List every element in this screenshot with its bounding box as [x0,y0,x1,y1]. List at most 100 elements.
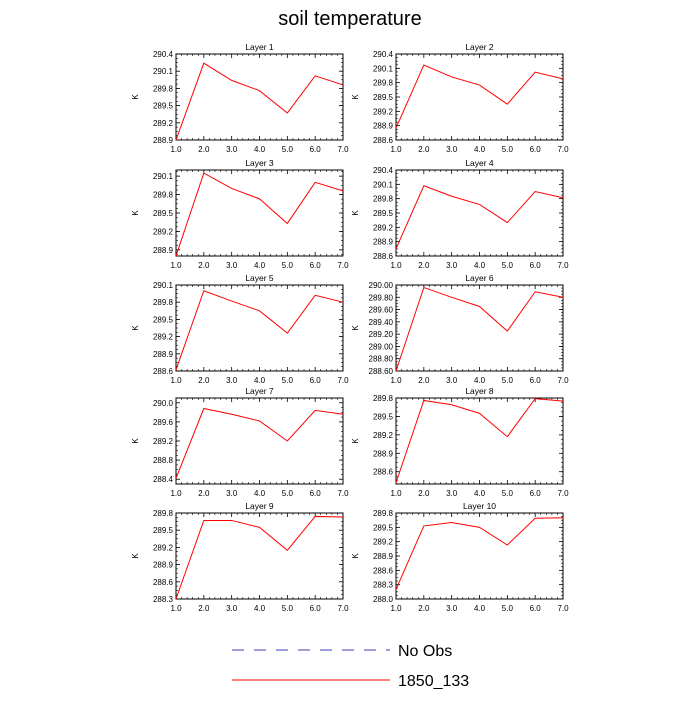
chart-panel-layer-4: Layer 4 1.0 2.0 3.0 4.0 5.0 6.0 7.0 288.6 288.9 28… [351,158,569,270]
plot-frame [175,512,344,600]
x-tick-label: 6.0 [310,604,322,613]
x-tick-label: 4.0 [474,261,486,270]
x-tick-label: 2.0 [418,604,430,613]
x-tick-label: 2.0 [418,376,430,385]
x-tick-label: 5.0 [502,145,514,154]
chart-panel-layer-3: Layer 3 1.0 2.0 3.0 4.0 5.0 6.0 7.0 288.9 289.2 28… [131,158,349,270]
x-tick-label: 2.0 [198,489,210,498]
series-line [395,185,564,250]
x-tick-label: 4.0 [474,604,486,613]
y-tick-label: 289.8 [373,79,394,88]
x-tick-label: 7.0 [557,604,569,613]
x-tick-label: 3.0 [446,376,458,385]
series-line [175,172,344,257]
x-tick-label: 7.0 [557,489,569,498]
x-tick-label: 3.0 [226,604,238,613]
y-tick-label: 288.9 [153,561,174,570]
x-tick-label: 4.0 [254,489,266,498]
x-tick-label: 5.0 [502,376,514,385]
y-axis-label: K [131,94,140,100]
y-tick-label: 289.2 [373,538,394,547]
x-tick-label: 1.0 [170,145,182,154]
chart-panel-layer-10: Layer 10 1.0 2.0 3.0 4.0 5.0 6.0 7.0 288.0 288.3 2… [351,501,569,613]
y-tick-label: 290.00 [369,281,394,290]
x-tick-label: 1.0 [390,145,402,154]
x-tick-label: 3.0 [226,145,238,154]
x-tick-label: 6.0 [310,489,322,498]
y-tick-label: 288.6 [373,136,394,145]
plot-frame [395,284,564,372]
y-tick-label: 289.2 [153,119,174,128]
x-tick-label: 1.0 [390,261,402,270]
y-tick-label: 288.9 [373,552,394,561]
x-tick-label: 3.0 [446,604,458,613]
x-tick-label: 6.0 [530,489,542,498]
panel-title: Layer 3 [245,158,274,168]
y-tick-label: 289.8 [373,394,394,403]
plot-frame [395,397,564,485]
chart-panel-layer-1: Layer 1 1.0 2.0 3.0 4.0 5.0 6.0 7.0 288.9 289.2 28… [131,42,349,154]
series-line [395,517,564,590]
y-tick-label: 288.6 [373,252,394,261]
x-tick-label: 6.0 [530,261,542,270]
x-tick-label: 2.0 [198,261,210,270]
x-tick-label: 3.0 [226,376,238,385]
x-tick-label: 6.0 [530,376,542,385]
y-tick-label: 290.4 [373,50,394,59]
y-axis-label: K [131,553,140,559]
x-tick-label: 1.0 [170,489,182,498]
y-tick-label: 290.4 [373,166,394,175]
y-tick-label: 289.5 [153,102,174,111]
y-tick-label: 289.2 [373,107,394,116]
x-tick-label: 1.0 [170,261,182,270]
y-tick-label: 288.6 [153,578,174,587]
y-tick-label: 288.6 [153,367,174,376]
chart-panel-layer-7: Layer 7 1.0 2.0 3.0 4.0 5.0 6.0 7.0 288.4 288.8 28… [131,386,349,498]
x-tick-label: 6.0 [530,145,542,154]
series-line [175,62,344,141]
panel-title: Layer 1 [245,42,274,52]
x-tick-label: 3.0 [446,145,458,154]
x-tick-label: 1.0 [390,376,402,385]
series-line [395,64,564,129]
x-tick-label: 3.0 [446,261,458,270]
y-tick-label: 288.80 [369,355,394,364]
x-tick-label: 7.0 [557,145,569,154]
y-tick-label: 289.5 [153,209,174,218]
y-tick-label: 288.6 [373,468,394,477]
y-tick-label: 288.9 [153,350,174,359]
y-tick-label: 289.5 [153,526,174,535]
y-tick-label: 289.6 [153,418,174,427]
y-tick-label: 289.8 [373,195,394,204]
y-tick-label: 289.5 [373,209,394,218]
y-tick-label: 289.2 [153,437,174,446]
plot-frame [175,53,344,141]
y-tick-label: 288.9 [373,122,394,131]
y-tick-label: 289.2 [153,333,174,342]
x-tick-label: 1.0 [390,604,402,613]
y-tick-label: 289.8 [153,191,174,200]
x-tick-label: 1.0 [170,604,182,613]
x-tick-label: 2.0 [198,376,210,385]
y-tick-label: 288.4 [153,475,174,484]
x-tick-label: 4.0 [474,145,486,154]
chart-panel-layer-8: Layer 8 1.0 2.0 3.0 4.0 5.0 6.0 7.0 288.6 288.9 28… [351,386,569,498]
y-tick-label: 289.8 [153,509,174,518]
y-axis-label: K [351,210,360,216]
panel-title: Layer 7 [245,386,274,396]
series-line [395,286,564,372]
x-tick-label: 5.0 [282,489,294,498]
y-tick-label: 288.6 [373,566,394,575]
x-tick-label: 6.0 [310,376,322,385]
y-tick-label: 289.2 [373,223,394,232]
x-tick-label: 5.0 [502,604,514,613]
x-tick-label: 3.0 [226,489,238,498]
x-tick-label: 4.0 [254,376,266,385]
panel-title: Layer 4 [465,158,494,168]
x-tick-label: 6.0 [310,261,322,270]
x-tick-label: 7.0 [337,261,349,270]
x-tick-label: 2.0 [198,145,210,154]
x-tick-label: 4.0 [254,604,266,613]
x-tick-label: 5.0 [502,261,514,270]
